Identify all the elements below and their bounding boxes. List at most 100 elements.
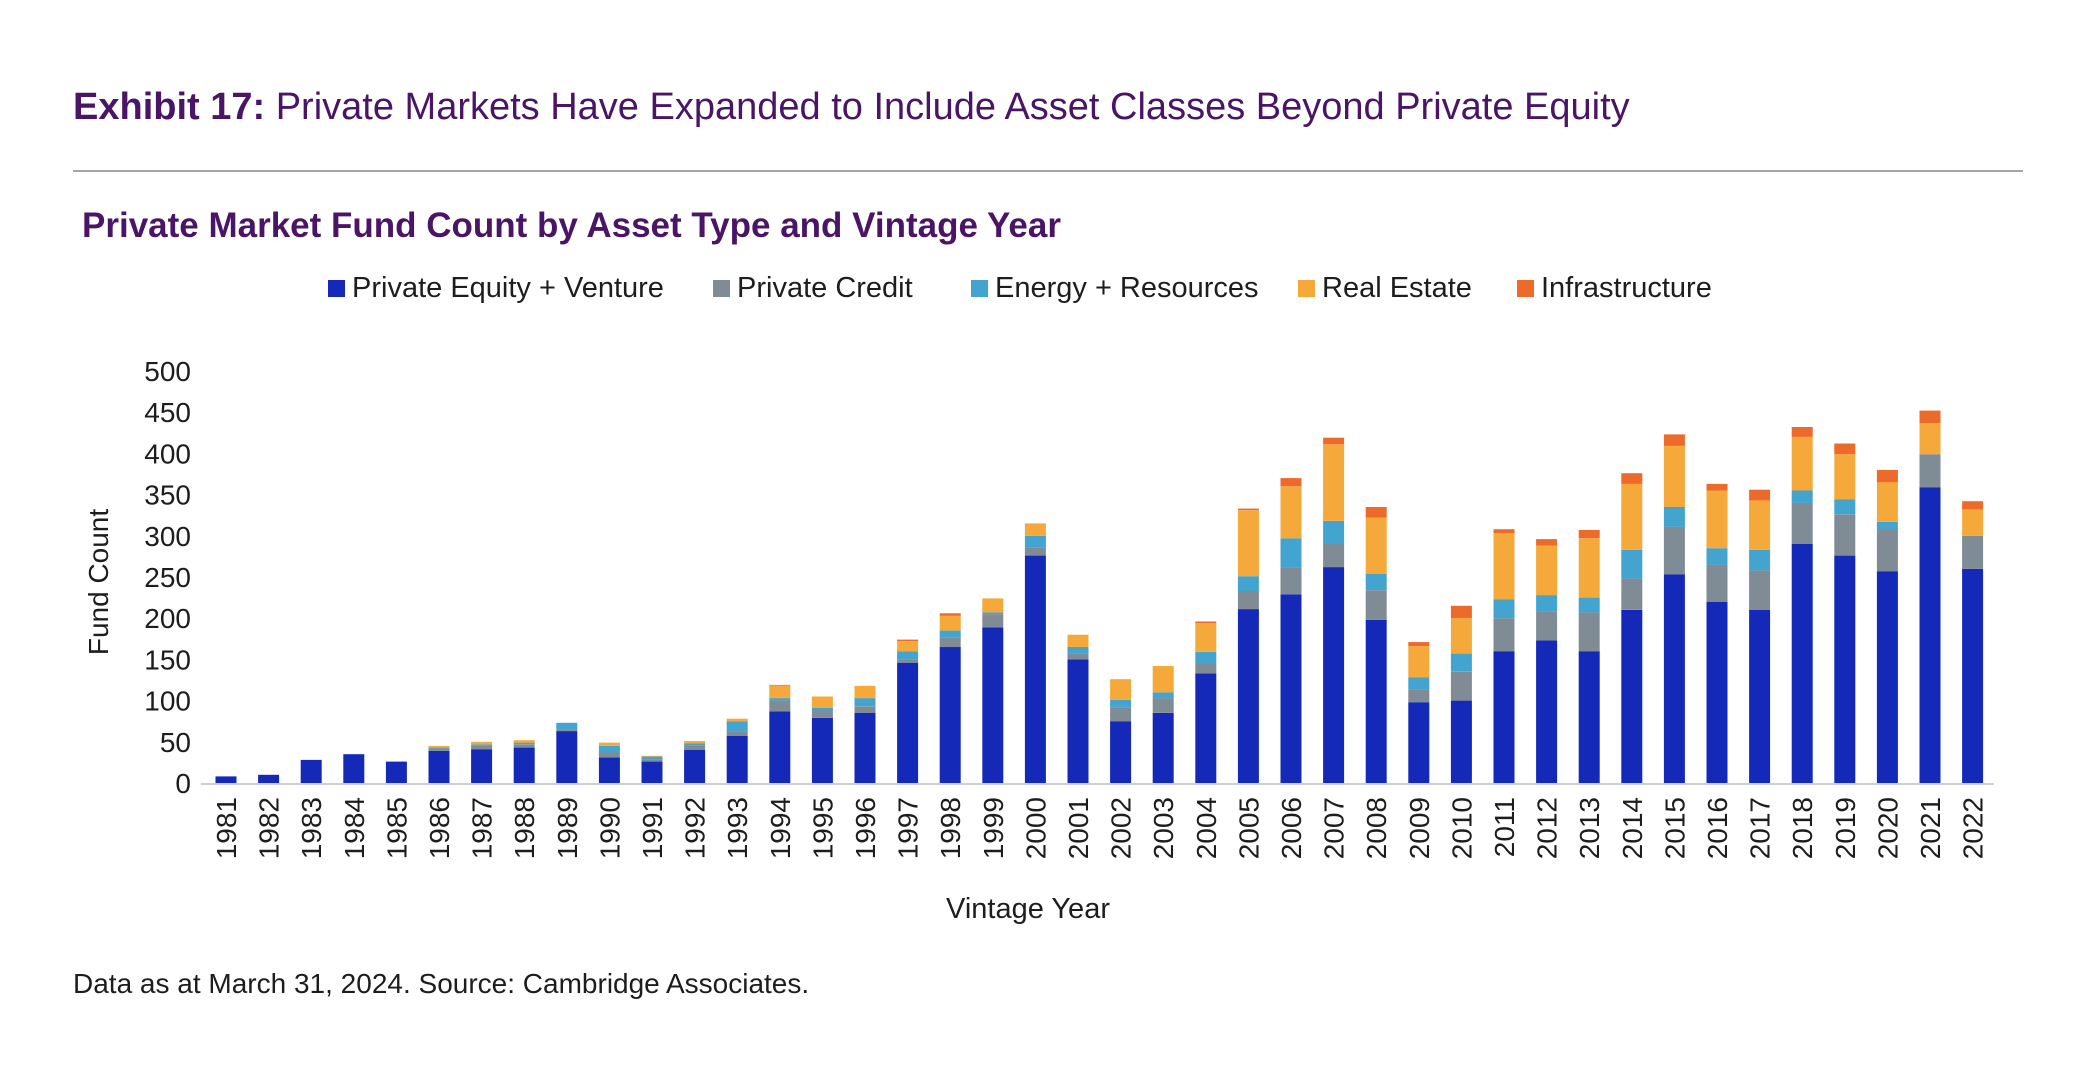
bar-segment-private-credit-2017 xyxy=(1749,570,1771,610)
bar-segment-energy-resources-2001 xyxy=(1067,647,1089,654)
legend-item-infrastructure: Infrastructure xyxy=(1517,272,1712,305)
bar-segment-private-equity-venture-1995 xyxy=(811,717,833,783)
bar-segment-private-credit-1992 xyxy=(684,745,706,750)
bar-segment-energy-resources-2008 xyxy=(1365,573,1387,591)
x-axis-label: Vintage Year xyxy=(946,893,1110,925)
x-tick-label: 2015 xyxy=(1659,797,1690,859)
bar-segment-real-estate-1987 xyxy=(471,741,493,745)
bar-segment-real-estate-2000 xyxy=(1024,523,1046,536)
bar-segment-real-estate-2011 xyxy=(1493,533,1515,600)
bar-segment-private-credit-2015 xyxy=(1663,526,1685,575)
bar-segment-energy-resources-2017 xyxy=(1749,549,1771,571)
x-tick-label: 1988 xyxy=(509,797,540,859)
x-tick-label: 2018 xyxy=(1787,797,1818,859)
bar-segment-energy-resources-2007 xyxy=(1323,521,1345,545)
bar-segment-private-credit-1989 xyxy=(556,729,578,731)
bar-segment-real-estate-2018 xyxy=(1791,436,1813,491)
bar-segment-energy-resources-1993 xyxy=(726,721,748,732)
bar-segment-energy-resources-2011 xyxy=(1493,599,1515,619)
legend-item-energy-resources: Energy + Resources xyxy=(971,272,1259,305)
bar-segment-energy-resources-2002 xyxy=(1110,699,1132,708)
bar-segment-infrastructure-2011 xyxy=(1493,529,1515,534)
bar-segment-infrastructure-2022 xyxy=(1962,501,1984,510)
bar-segment-real-estate-2004 xyxy=(1195,623,1217,652)
bar-segment-energy-resources-1990 xyxy=(598,745,620,753)
legend-item-real-estate: Real Estate xyxy=(1298,272,1472,305)
legend-label: Real Estate xyxy=(1322,272,1472,304)
bar-segment-private-credit-2022 xyxy=(1962,535,1984,569)
bar-segment-private-credit-1994 xyxy=(769,700,791,712)
y-tick-label: 300 xyxy=(144,521,191,552)
x-tick-label: 2022 xyxy=(1958,797,1989,859)
exhibit-number: Exhibit 17: xyxy=(73,86,266,128)
bar-segment-real-estate-1997 xyxy=(897,641,919,652)
bar-segment-energy-resources-1999 xyxy=(982,612,1004,614)
bar-segment-private-equity-venture-1999 xyxy=(982,627,1004,783)
bar-segment-private-credit-2003 xyxy=(1152,698,1174,713)
bar-segment-energy-resources-2000 xyxy=(1024,535,1046,548)
bar-segment-private-credit-2016 xyxy=(1706,564,1728,602)
bar-segment-private-equity-venture-2008 xyxy=(1365,619,1387,783)
bar-segment-real-estate-2006 xyxy=(1280,486,1302,539)
x-tick-label: 1983 xyxy=(296,797,327,859)
bar-segment-infrastructure-2006 xyxy=(1280,478,1302,487)
legend-item-private-credit: Private Credit xyxy=(713,272,913,305)
bar-segment-private-credit-2012 xyxy=(1536,611,1558,641)
x-tick-label: 1998 xyxy=(935,797,966,859)
x-tick-label: 2019 xyxy=(1830,797,1861,859)
x-tick-label: 2014 xyxy=(1617,797,1648,859)
bar-segment-energy-resources-1991 xyxy=(641,756,663,760)
bar-segment-energy-resources-2014 xyxy=(1621,549,1643,579)
bar-segment-private-equity-venture-2016 xyxy=(1706,601,1728,783)
bar-segment-energy-resources-2006 xyxy=(1280,538,1302,568)
bar-segment-infrastructure-2012 xyxy=(1536,539,1558,546)
bar-segment-private-equity-venture-1987 xyxy=(471,749,493,783)
bar-segment-private-equity-venture-2019 xyxy=(1834,555,1856,783)
bar-segment-real-estate-2001 xyxy=(1067,634,1089,648)
bar-segment-private-credit-2006 xyxy=(1280,567,1302,595)
bar-segment-private-equity-venture-2014 xyxy=(1621,610,1643,783)
x-tick-label: 2017 xyxy=(1745,797,1776,859)
y-axis-label: Fund Count xyxy=(83,509,114,656)
bar-segment-real-estate-1995 xyxy=(811,696,833,708)
bar-segment-infrastructure-2019 xyxy=(1834,443,1856,455)
bar-segment-real-estate-1996 xyxy=(854,685,876,699)
bar-segment-infrastructure-2021 xyxy=(1919,410,1941,423)
y-tick-label: 500 xyxy=(144,356,191,387)
x-tick-label: 1984 xyxy=(339,797,370,859)
bar-segment-private-credit-2000 xyxy=(1024,547,1046,556)
bar-segment-real-estate-2020 xyxy=(1876,482,1898,522)
bar-segment-private-credit-2005 xyxy=(1237,591,1259,610)
bar-segment-real-estate-2005 xyxy=(1237,510,1259,577)
bar-segment-real-estate-2003 xyxy=(1152,666,1174,693)
y-tick-label: 100 xyxy=(144,686,191,717)
bar-segment-real-estate-1998 xyxy=(939,615,961,631)
chart-title: Private Market Fund Count by Asset Type … xyxy=(82,206,1061,245)
bar-segment-energy-resources-1992 xyxy=(684,743,706,745)
x-tick-label: 1985 xyxy=(381,797,412,859)
bar-segment-energy-resources-2018 xyxy=(1791,490,1813,503)
y-tick-label: 200 xyxy=(144,603,191,634)
bar-series xyxy=(215,410,1984,783)
bar-segment-energy-resources-2020 xyxy=(1876,521,1898,530)
legend-label: Private Equity + Venture xyxy=(352,272,664,304)
bar-segment-infrastructure-2018 xyxy=(1791,427,1813,437)
bar-segment-private-equity-venture-1983 xyxy=(300,759,322,783)
bar-segment-energy-resources-1997 xyxy=(897,651,919,660)
bar-segment-real-estate-2021 xyxy=(1919,422,1941,455)
x-tick-label: 2009 xyxy=(1404,797,1435,859)
bar-segment-private-credit-2001 xyxy=(1067,653,1089,660)
x-tick-label: 1987 xyxy=(467,797,498,859)
bar-segment-private-credit-1997 xyxy=(897,659,919,663)
x-tick-label: 1996 xyxy=(850,797,881,859)
bar-segment-infrastructure-2007 xyxy=(1323,437,1345,445)
x-tick-label: 2021 xyxy=(1915,797,1946,859)
bar-segment-real-estate-1994 xyxy=(769,685,791,699)
x-tick-label: 1993 xyxy=(722,797,753,859)
bar-segment-private-credit-2021 xyxy=(1919,454,1941,488)
bar-segment-private-equity-venture-2006 xyxy=(1280,594,1302,783)
legend-label: Energy + Resources xyxy=(995,272,1259,304)
bar-segment-private-equity-venture-2005 xyxy=(1237,609,1259,783)
bar-segment-private-credit-2004 xyxy=(1195,663,1217,674)
bar-segment-private-credit-2007 xyxy=(1323,544,1345,568)
